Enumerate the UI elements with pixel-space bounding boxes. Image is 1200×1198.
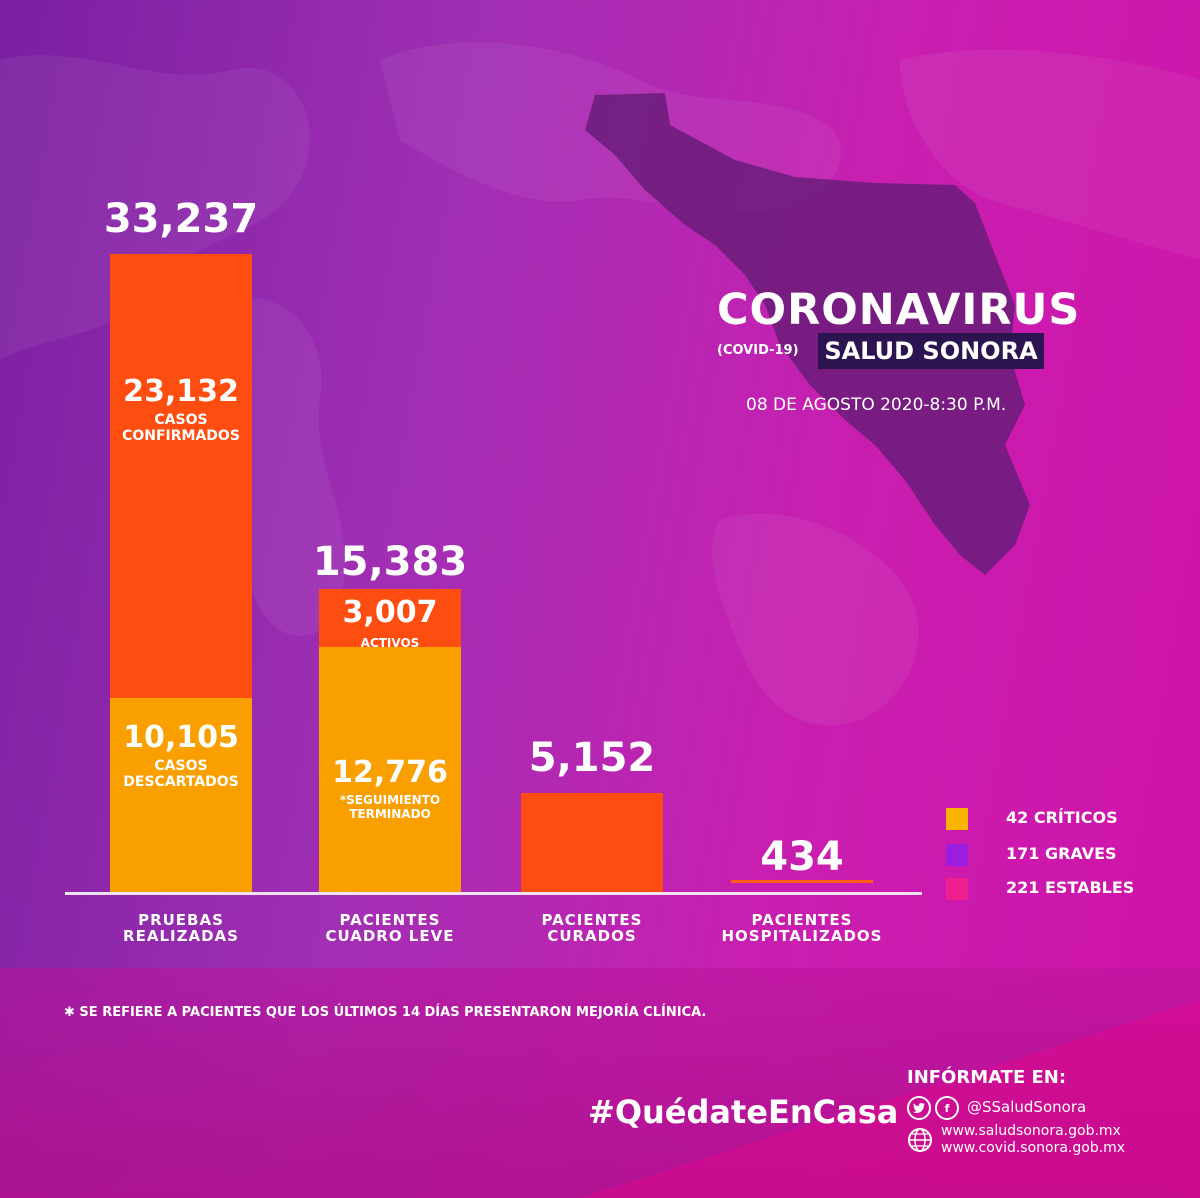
segment-label-line: ACTIVOS — [360, 636, 420, 651]
category-label-line: PRUEBAS — [138, 911, 224, 929]
bar-cuadro-leve-segment-0: 12,776 *SEGUIMIENTO TERMINADO — [319, 646, 461, 892]
website-url-1[interactable]: www.saludsonora.gob.mx — [941, 1123, 1121, 1139]
category-label-line: CURADOS — [547, 927, 637, 945]
category-label-pruebas: PRUEBAS REALIZADAS — [86, 912, 276, 944]
legend-swatch-stable — [946, 878, 968, 900]
bar-hospitalizados-total: 434 — [760, 834, 844, 880]
main-title: CORONAVIRUS — [717, 285, 1081, 335]
info-title: INFÓRMATE EN: — [907, 1067, 1067, 1088]
category-label-line: PACIENTES — [541, 911, 643, 929]
globe-icon — [908, 1128, 932, 1152]
bar-curados-segment-0 — [521, 793, 663, 892]
bar-pruebas-segment-1-value: 23,132 — [123, 374, 239, 409]
footnote: ✱ SE REFIERE A PACIENTES QUE LOS ÚLTIMOS… — [64, 1005, 707, 1020]
bar-pruebas-segment-1-label: CASOS CONFIRMADOS — [110, 412, 252, 444]
legend-swatch-serious — [946, 844, 968, 866]
category-label-line: PACIENTES — [339, 911, 441, 929]
segment-label-line: *SEGUIMIENTO — [339, 792, 441, 807]
category-label-line: CUADRO LEVE — [325, 927, 455, 945]
bar-cuadro-leve-segment-0-value: 12,776 — [332, 754, 448, 790]
segment-label-line: CONFIRMADOS — [122, 428, 240, 444]
bar-pruebas-segment-0: 10,105 CASOS DESCARTADOS — [110, 698, 252, 892]
hashtag: #QuédateEnCasa — [588, 1093, 899, 1131]
bar-hospitalizados-segment-0 — [731, 880, 873, 883]
sonora-map-icon — [585, 93, 1030, 575]
category-label-line: REALIZADAS — [123, 927, 239, 945]
bar-cuadro-leve-segment-0-label: *SEGUIMIENTO TERMINADO — [319, 793, 461, 821]
bar-pruebas-total: 33,237 — [103, 196, 259, 242]
bar-pruebas-segment-0-value: 10,105 — [123, 720, 239, 756]
category-label-hospitalizados: PACIENTES HOSPITALIZADOS — [707, 912, 897, 944]
agency-badge: SALUD SONORA — [818, 333, 1044, 369]
segment-label-line: DESCARTADOS — [123, 774, 239, 791]
twitter-icon[interactable] — [907, 1096, 931, 1120]
bar-cuadro-leve-segment-1-label: ACTIVOS — [319, 635, 461, 651]
legend-label-stable: 221 ESTABLES — [1006, 878, 1135, 897]
facebook-icon[interactable]: f — [935, 1096, 959, 1120]
category-label-line: HOSPITALIZADOS — [721, 927, 883, 945]
bar-cuadro-leve-segment-1-value: 3,007 — [342, 595, 438, 631]
segment-label-line: TERMINADO — [349, 806, 431, 821]
category-label-cuadro-leve: PACIENTES CUADRO LEVE — [295, 912, 485, 944]
legend-swatch-critical — [946, 808, 968, 830]
legend-item-serious: 171 GRAVES — [946, 842, 1196, 866]
category-label-curados: PACIENTES CURADOS — [497, 912, 687, 944]
legend-item-stable: 221 ESTABLES — [946, 876, 1196, 900]
covid-label: (COVID-19) — [717, 343, 799, 358]
bar-cuadro-leve-segment-1: 3,007 ACTIVOS — [319, 589, 461, 650]
category-label-line: PACIENTES — [751, 911, 853, 929]
agency-label: SALUD SONORA — [824, 337, 1038, 365]
bar-pruebas-segment-1: 23,132 CASOS CONFIRMADOS — [110, 254, 252, 699]
footer-accent-shape — [580, 1000, 1200, 1198]
bar-cuadro-leve-total: 15,383 — [312, 538, 468, 585]
x-axis-line — [65, 892, 922, 895]
segment-label-line: CASOS — [154, 412, 208, 428]
legend-label-serious: 171 GRAVES — [1006, 844, 1117, 863]
bar-pruebas-segment-0-label: CASOS DESCARTADOS — [110, 758, 252, 790]
bar-curados-total: 5,152 — [528, 735, 656, 782]
legend-label-critical: 42 CRÍTICOS — [1006, 808, 1118, 827]
website-url-2[interactable]: www.covid.sonora.gob.mx — [941, 1140, 1126, 1156]
social-handle[interactable]: @SSaludSonora — [967, 1098, 1087, 1116]
segment-label-line: CASOS — [154, 758, 208, 775]
legend-item-critical: 42 CRÍTICOS — [946, 806, 1196, 830]
bar-chart: 10,105 CASOS DESCARTADOS 23,132 CASOS CONFIRM… — [86, 196, 897, 944]
report-date: 08 DE AGOSTO 2020-8:30 P.M. — [746, 395, 1007, 415]
